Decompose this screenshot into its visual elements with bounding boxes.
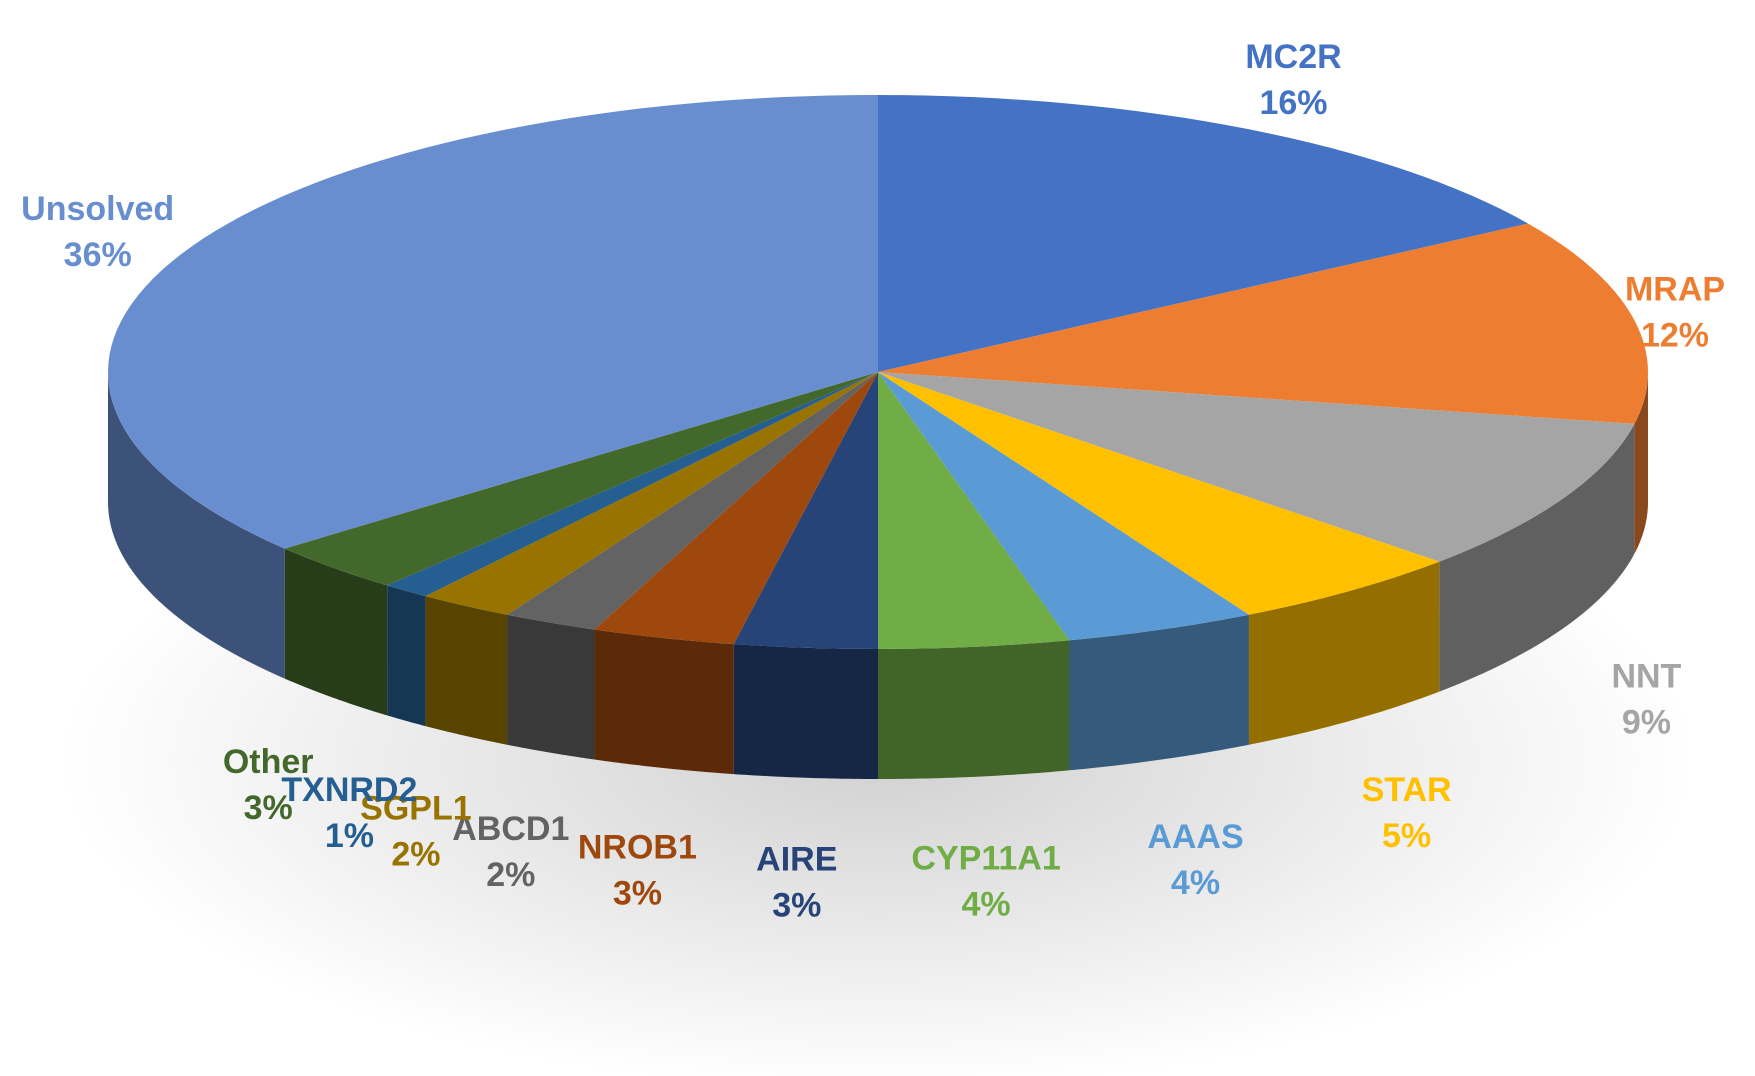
slice-name-label: MRAP: [1625, 271, 1725, 309]
pie-slice-star: [878, 372, 1440, 615]
slice-name-label: STAR: [1362, 771, 1452, 809]
pie-side-aire: [733, 644, 878, 779]
pie-side-nnt: [1439, 423, 1635, 692]
pie-slice-abcd1: [507, 372, 878, 630]
pie-side-mrap: [1634, 372, 1648, 554]
pie-side-aaas: [1069, 614, 1249, 771]
pie-slice-mrap: [878, 223, 1648, 424]
pie-side-unsolved: [108, 372, 285, 679]
slice-percent-label: 3%: [772, 886, 821, 924]
pie-side-abcd1: [507, 614, 595, 760]
slice-name-label: SGPL1: [360, 789, 471, 827]
slice-name-label: Unsolved: [21, 190, 174, 228]
slice-percent-label: 2%: [486, 856, 535, 894]
pie-side-nrob1: [594, 629, 734, 775]
slice-name-label: NNT: [1611, 657, 1681, 695]
pie-tops: [108, 95, 1648, 649]
pie-slice-cyp11a1: [878, 372, 1070, 649]
pie-slice-mc2r: [878, 95, 1529, 372]
slice-name-label: MC2R: [1245, 38, 1341, 76]
pie-side-other: [284, 548, 388, 716]
pie-side-txnrd2: [387, 585, 426, 727]
slice-percent-label: 2%: [391, 835, 440, 873]
slice-name-label: AAAS: [1147, 818, 1243, 856]
slice-percent-label: 1%: [325, 817, 374, 855]
pie-slice-aire: [733, 372, 878, 649]
pie-slice-other: [284, 372, 878, 586]
pie-labels: MC2R 16% MRAP 12% NNT 9% STAR 5% AAAS 4% CYP11A1 4%…: [21, 38, 1725, 925]
slice-percent-label: 9%: [1622, 703, 1671, 741]
slice-percent-label: 3%: [613, 875, 662, 913]
pie-sides: [108, 372, 1648, 779]
slice-name-label: Other: [223, 743, 314, 781]
slice-percent-label: 4%: [1171, 864, 1220, 902]
pie-slice-nrob1: [594, 372, 878, 645]
slice-name-label: ABCD1: [452, 810, 569, 848]
slice-percent-label: 12%: [1641, 317, 1709, 355]
pie-slice-txnrd2: [387, 372, 878, 597]
slice-percent-label: 5%: [1382, 817, 1431, 855]
pie-slice-unsolved: [108, 95, 878, 549]
slice-name-label: AIRE: [756, 840, 837, 878]
slice-percent-label: 3%: [244, 789, 293, 827]
pie-slice-sgpl1: [425, 372, 878, 615]
pie-side-sgpl1: [425, 596, 508, 745]
slice-name-label: TXNRD2: [281, 771, 417, 809]
slice-percent-label: 36%: [64, 236, 132, 274]
slice-name-label: CYP11A1: [911, 839, 1060, 877]
pie-side-cyp11a1: [878, 640, 1070, 779]
slice-name-label: NROB1: [578, 829, 697, 867]
pie-side-star: [1248, 561, 1440, 745]
pie-slice-aaas: [878, 372, 1249, 641]
slice-percent-label: 16%: [1259, 84, 1327, 122]
slice-percent-label: 4%: [962, 885, 1011, 923]
pie-slice-nnt: [878, 372, 1635, 562]
